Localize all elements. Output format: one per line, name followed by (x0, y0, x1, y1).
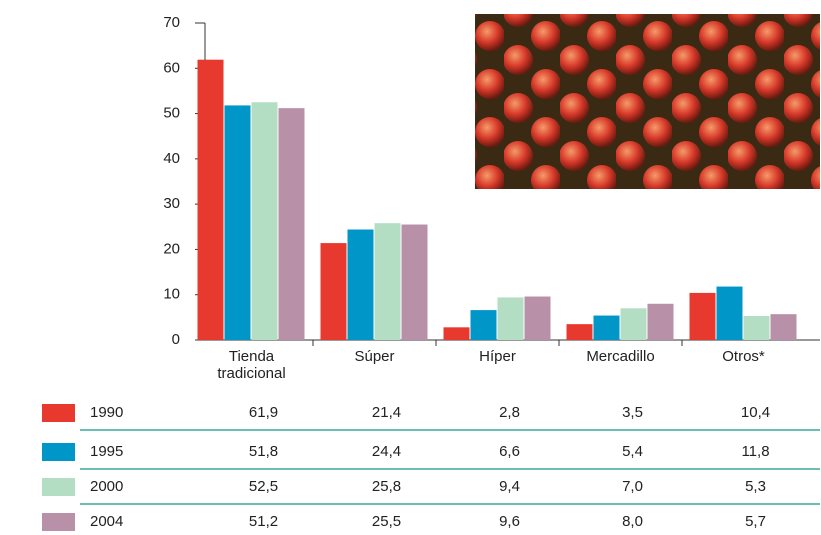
bar (524, 296, 551, 340)
bar (497, 297, 524, 340)
table-cell: 2,8 (499, 404, 520, 421)
legend-swatch (42, 404, 75, 422)
bar (743, 315, 770, 340)
bar (320, 243, 347, 340)
bar (224, 105, 251, 340)
table-cell: 25,5 (372, 513, 401, 530)
table-cell: 5,7 (745, 513, 766, 530)
y-tick-label: 70 (163, 14, 180, 31)
table-cell: 5,4 (622, 443, 643, 460)
bar (197, 59, 224, 340)
table-cell: 11,8 (741, 443, 769, 460)
bar (593, 315, 620, 340)
y-tick-label: 30 (163, 195, 180, 212)
table-cell: 25,8 (372, 478, 401, 495)
bar (566, 324, 593, 340)
legend-swatch (42, 478, 75, 496)
table-cell: 3,5 (622, 404, 643, 421)
table-cell: 9,4 (499, 478, 520, 495)
table-cell: 51,8 (249, 443, 278, 460)
bar (689, 292, 716, 340)
y-tick-label: 60 (163, 59, 180, 76)
legend-label: 2004 (90, 513, 123, 530)
legend-swatch (42, 443, 75, 461)
table-cell: 8,0 (622, 513, 643, 530)
table-cell: 6,6 (499, 443, 520, 460)
table-cell: 51,2 (249, 513, 278, 530)
bar (770, 314, 797, 340)
x-tick-label: Otros* (722, 348, 765, 365)
bar (374, 223, 401, 340)
y-tick-label: 10 (163, 286, 180, 303)
table-cell: 7,0 (622, 478, 643, 495)
bar (443, 327, 470, 340)
table-cell: 10,4 (741, 404, 770, 421)
bar (716, 286, 743, 340)
table-cell: 61,9 (249, 404, 278, 421)
table-cell: 24,4 (372, 443, 401, 460)
legend-swatch (42, 513, 75, 531)
y-tick-label: 0 (172, 331, 180, 348)
x-tick-label: Súper (354, 348, 395, 365)
y-tick-label: 20 (163, 240, 180, 257)
bar (251, 102, 278, 340)
bar (278, 108, 305, 340)
x-tick-label: Híper (479, 348, 516, 365)
y-tick-label: 50 (163, 105, 180, 122)
legend-label: 1990 (90, 404, 123, 421)
bar (470, 310, 497, 340)
legend-label: 1995 (90, 443, 123, 460)
bar (401, 224, 428, 340)
bar (347, 229, 374, 340)
table-cell: 21,4 (372, 404, 401, 421)
bar (647, 303, 674, 340)
bar (620, 308, 647, 340)
table-cell: 52,5 (249, 478, 278, 495)
table-cell: 9,6 (499, 513, 520, 530)
photo (475, 14, 820, 189)
x-tick-label: Tienda tradicional (217, 348, 286, 382)
legend-label: 2000 (90, 478, 123, 495)
table-cell: 5,3 (745, 478, 766, 495)
x-tick-label: Mercadillo (586, 348, 655, 365)
y-tick-label: 40 (163, 150, 180, 167)
